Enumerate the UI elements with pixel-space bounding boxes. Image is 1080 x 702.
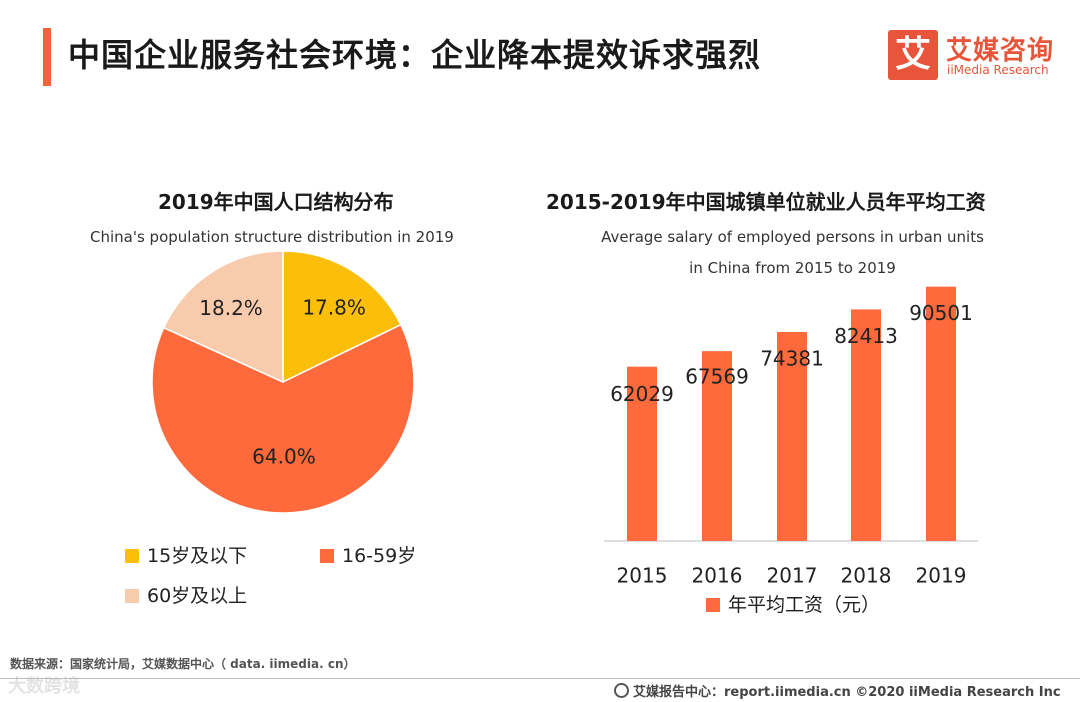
x-tick-label: 2019 <box>916 564 967 588</box>
legend-swatch-orange <box>320 549 334 563</box>
legend-item-16-59: 16-59岁 <box>320 541 416 568</box>
title-accent-bar <box>43 28 51 86</box>
x-tick-label: 2018 <box>841 564 892 588</box>
bar-data-label: 74381 <box>760 346 824 370</box>
pie-chart-title: 2019年中国人口结构分布 <box>158 190 394 214</box>
x-tick-label: 2017 <box>767 564 818 588</box>
x-tick-label: 2016 <box>692 564 743 588</box>
footer-report-text: 艾媒报告中心：report.iimedia.cn ©2020 iiMedia R… <box>633 685 1061 700</box>
footer-divider <box>0 678 1080 679</box>
pie-chart-subtitle: China's population structure distributio… <box>90 228 454 246</box>
page-title: 中国企业服务社会环境：企业降本提效诉求强烈 <box>68 36 762 74</box>
bar-data-label: 62029 <box>610 382 674 406</box>
x-tick-label: 2015 <box>617 564 668 588</box>
bar <box>627 366 657 541</box>
bar-data-label: 82413 <box>834 324 898 348</box>
bar <box>777 331 807 541</box>
pie-slice <box>162 250 284 384</box>
globe-icon <box>614 683 629 698</box>
brand-logo[interactable]: 艾 艾媒咨询 iiMedia Research <box>888 30 1058 82</box>
watermark-text: 大数跨境 <box>8 676 80 697</box>
bar-chart-subtitle-1: Average salary of employed persons in ur… <box>601 228 984 246</box>
pie-data-label: 17.8% <box>302 296 366 320</box>
legend-swatch-bar <box>706 598 720 612</box>
legend-label: 年平均工资（元） <box>728 594 881 616</box>
bar <box>926 286 956 541</box>
pie-slice <box>282 250 402 384</box>
pie-data-label: 18.2% <box>199 296 263 320</box>
pie-data-label: 64.0% <box>252 444 316 468</box>
legend-label: 16-59岁 <box>342 545 417 567</box>
footer-report-link[interactable]: 艾媒报告中心：report.iimedia.cn ©2020 iiMedia R… <box>614 681 1061 700</box>
pie-slice <box>151 323 415 514</box>
data-source: 数据来源：国家统计局，艾媒数据中心（ data. iimedia. cn） <box>10 657 356 671</box>
legend-item-under15: 15岁及以下 <box>125 541 247 568</box>
bar-chart-title: 2015-2019年中国城镇单位就业人员年平均工资 <box>546 190 986 214</box>
bar-chart-subtitle-2: in China from 2015 to 2019 <box>689 259 896 277</box>
legend-label: 15岁及以下 <box>147 545 248 567</box>
bar-data-label: 67569 <box>685 365 749 389</box>
logo-mark-icon: 艾 <box>888 30 938 80</box>
bar <box>851 309 881 541</box>
logo-text-cn: 艾媒咨询 <box>946 36 1055 66</box>
bar <box>702 351 732 541</box>
logo-text-en: iiMedia Research <box>947 63 1049 77</box>
bar-legend-item: 年平均工资（元） <box>706 590 880 617</box>
legend-label: 60岁及以上 <box>147 585 248 607</box>
legend-swatch-peach <box>125 589 139 603</box>
legend-swatch-yellow <box>125 549 139 563</box>
bar-data-label: 90501 <box>909 301 973 325</box>
legend-item-60plus: 60岁及以上 <box>125 581 247 608</box>
